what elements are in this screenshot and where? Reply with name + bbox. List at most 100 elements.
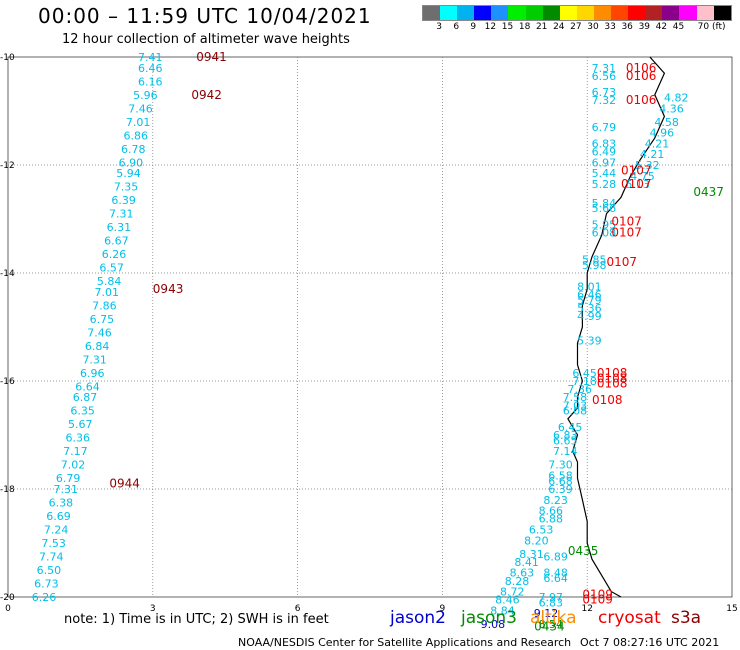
wave-height-value: 7.24	[44, 524, 69, 537]
color-scale-label: 12	[484, 22, 497, 32]
color-swatch	[593, 6, 612, 20]
color-scale-label: 33	[604, 22, 616, 32]
wave-height-value: 7.31	[53, 483, 78, 496]
wave-height-value: 6.83	[592, 137, 617, 150]
wave-height-value: 4.21	[645, 137, 670, 150]
wave-height-value: 9.12	[534, 607, 559, 620]
x-tick-label: 0	[5, 604, 11, 614]
pass-time-label: 0106	[626, 69, 657, 83]
wave-height-value: 5.94	[116, 167, 141, 180]
wave-height-value: 5.98	[582, 259, 607, 272]
legend-item-altika: altika	[530, 608, 577, 628]
color-swatch	[662, 6, 680, 20]
wave-height-value: 7.46	[87, 326, 112, 339]
wave-height-value: 8.23	[543, 494, 568, 507]
wave-height-value: 6.57	[99, 262, 124, 275]
wave-height-value: 8.66	[539, 505, 564, 518]
wave-height-value: 5.32	[635, 159, 660, 172]
wave-height-value: 5.28	[592, 178, 617, 191]
pass-time-label: 0107	[621, 163, 652, 177]
y-tick-label: -16	[0, 377, 15, 387]
wave-height-value: 6.69	[46, 510, 71, 523]
wave-height-value: 7.30	[548, 459, 573, 472]
color-swatch	[457, 6, 475, 20]
wave-height-value: 6.53	[529, 524, 554, 537]
pass-time-label: 0108	[597, 377, 628, 391]
color-swatch	[628, 6, 646, 20]
color-scale-label: 3	[436, 22, 442, 32]
color-swatch	[696, 6, 714, 20]
color-swatch	[525, 6, 543, 20]
wave-height-value: 6.90	[119, 156, 144, 169]
wave-height-value: 6.84	[85, 340, 110, 353]
wave-height-value: 6.65	[553, 434, 578, 447]
wave-height-value: 8.54	[539, 618, 564, 631]
y-tick-label: -18	[0, 485, 15, 495]
wave-height-value: 6.73	[592, 86, 617, 99]
wave-height-value: 6.26	[32, 591, 57, 604]
generated-timestamp: Oct 7 08:27:16 UTC 2021	[580, 636, 720, 649]
color-scale-label: 30	[587, 22, 599, 32]
color-swatch	[576, 6, 594, 20]
wave-height-value: 6.36	[66, 432, 91, 445]
wave-height-value: 6.39	[111, 194, 136, 207]
wave-height-value: 7.14	[553, 445, 578, 458]
wave-height-value: 6.56	[592, 70, 617, 83]
color-scale-label: 42	[655, 22, 668, 32]
color-scale-bar	[422, 5, 732, 21]
wave-height-value: 8.01	[577, 281, 602, 294]
wave-height-value: 5.84	[592, 197, 617, 210]
wave-height-value: 4.75	[630, 170, 655, 183]
wave-height-value: 5.79	[577, 294, 602, 307]
pass-time-label: 0108	[597, 371, 628, 385]
wave-height-value: 4.58	[654, 116, 679, 129]
wave-height-value: 6.67	[104, 235, 129, 248]
color-swatch	[474, 6, 492, 20]
coastline	[567, 56, 666, 598]
wave-height-value: 8.41	[514, 556, 539, 569]
wave-height-value: 7.32	[592, 94, 617, 107]
wave-height-value: 6.73	[34, 578, 59, 591]
color-scale-label: 6	[453, 22, 460, 32]
color-scale-label: 18	[518, 22, 531, 32]
wave-height-value: 6.08	[592, 227, 617, 240]
pass-time-labels: 0941094209430944010601060106010701070107…	[109, 50, 724, 634]
pass-time-label: 0106	[626, 93, 657, 107]
wave-height-value: 4.99	[577, 310, 602, 323]
color-swatch	[559, 6, 577, 20]
wave-height-value: 5.44	[592, 167, 617, 180]
color-swatch	[423, 6, 441, 20]
wave-height-value: 6.97	[592, 156, 617, 169]
legend-item-cryosat: cryosat	[598, 608, 661, 628]
wave-height-value: 8.84	[490, 605, 515, 618]
wave-height-value: 8.72	[500, 586, 525, 599]
footer-note: note: 1) Time is in UTC; 2) SWH is in fe…	[64, 612, 329, 627]
color-swatch	[713, 6, 731, 20]
wave-height-value: 5.67	[68, 418, 93, 431]
wave-height-value: 6.16	[138, 75, 163, 88]
wave-height-value: 7.17	[63, 445, 88, 458]
wave-height-value: 7.74	[39, 551, 64, 564]
wave-height-value: 7.31	[592, 62, 617, 75]
color-swatch	[491, 6, 509, 20]
color-swatch	[679, 6, 697, 20]
wave-height-value: 6.86	[123, 129, 148, 142]
wave-height-value: 6.87	[73, 391, 98, 404]
color-scale-label: 39	[638, 22, 651, 32]
x-tick-label: 15	[726, 604, 737, 614]
wave-height-value: 4.36	[659, 102, 684, 115]
map-subtitle: 12 hour collection of altimeter wave hei…	[62, 32, 350, 47]
wave-height-value: 5.84	[97, 275, 122, 288]
wave-height-value: 6.79	[56, 472, 81, 485]
wave-height-value: 4.21	[640, 148, 665, 161]
color-scale-label: 21	[535, 22, 548, 32]
wave-height-value: 5.85	[582, 254, 607, 267]
color-scale-label: 36	[621, 22, 633, 32]
y-tick-label: -14	[0, 269, 15, 279]
wave-height-value: 9.08	[481, 618, 506, 631]
wave-height-tracks: 7.416.466.165.967.467.016.866.786.905.94…	[32, 51, 689, 631]
wave-height-value: 7.36	[568, 383, 593, 396]
x-tick-label: 9	[440, 604, 446, 614]
wave-height-value: 6.83	[539, 596, 564, 609]
